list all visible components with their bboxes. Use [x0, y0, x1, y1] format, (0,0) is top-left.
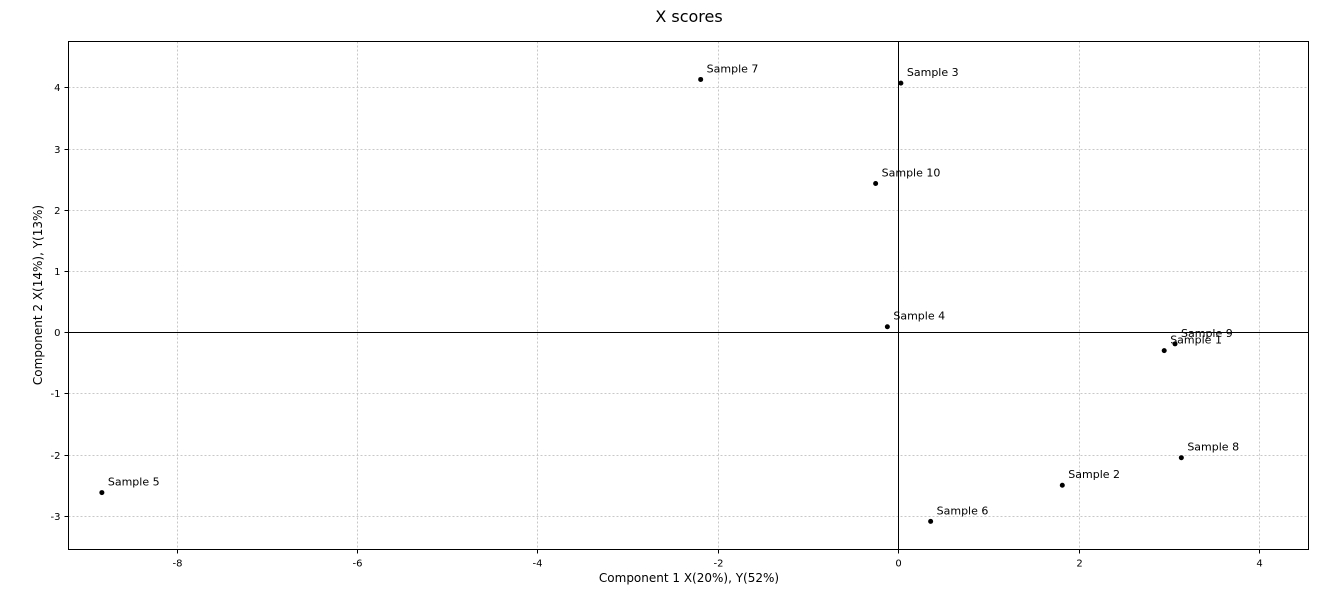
data-point-label: Sample 6: [937, 504, 989, 517]
data-point: [928, 518, 934, 524]
data-point-label: Sample 4: [893, 310, 945, 323]
data-point-group: Sample 8: [1178, 441, 1239, 461]
x-axis-label: Component 1 X(20%), Y(52%): [599, 571, 779, 585]
data-point-label: Sample 8: [1187, 441, 1239, 454]
zero-lines: [68, 41, 1309, 550]
x-tick-label: -6: [353, 559, 363, 570]
data-point: [1161, 348, 1167, 354]
data-point-group: Sample 10: [873, 166, 940, 186]
x-tick-label: -8: [173, 559, 183, 570]
y-tick-label: 0: [54, 328, 60, 339]
y-tick-label: 1: [54, 267, 60, 278]
data-point-label: Sample 7: [707, 62, 759, 75]
x-tick-label: 2: [1076, 559, 1082, 570]
data-point: [1059, 482, 1065, 488]
data-point-label: Sample 9: [1181, 327, 1233, 340]
x-tick-label: 0: [895, 559, 901, 570]
data-point-label: Sample 1: [1170, 334, 1222, 347]
x-tick-label: -4: [533, 559, 543, 570]
data-point-group: Sample 3: [898, 66, 959, 86]
y-axis-label: Component 2 X(14%), Y(13%): [31, 205, 45, 385]
data-point-label: Sample 10: [882, 166, 941, 179]
y-tick-label: -3: [51, 512, 61, 523]
data-point-group: Sample 4: [884, 310, 945, 330]
y-tick-label: -1: [51, 389, 61, 400]
axis-ticks: -8 -6 -4 -2 0 2 4 -3 -2 -1 0 1 2 3 4: [51, 83, 1263, 570]
data-point-group: Sample 1: [1161, 334, 1222, 354]
data-point: [1178, 455, 1184, 461]
data-point: [698, 76, 704, 82]
data-point: [873, 180, 879, 186]
data-point-group: Sample 6: [928, 504, 988, 524]
data-point-group: Sample 5: [99, 476, 160, 496]
y-tick-label: 4: [54, 83, 60, 94]
y-tick-label: 3: [54, 145, 60, 156]
data-point: [1172, 341, 1178, 347]
data-point: [884, 324, 890, 330]
grid: [68, 41, 1309, 550]
data-point-group: Sample 9: [1172, 327, 1233, 347]
data-point: [898, 80, 904, 86]
y-tick-label: 2: [54, 206, 60, 217]
y-tick-label: -2: [51, 451, 61, 462]
data-point-label: Sample 5: [108, 476, 160, 489]
data-point-group: Sample 2: [1059, 468, 1120, 488]
plot-area-frame: [68, 41, 1309, 550]
data-point-label: Sample 2: [1068, 468, 1120, 481]
x-tick-label: 4: [1256, 559, 1262, 570]
x-tick-label: -2: [714, 559, 724, 570]
chart-title: X scores: [655, 7, 722, 26]
data-point-group: Sample 7: [698, 62, 758, 82]
data-points: Sample 1 Sample 2 Sample 3 Sample 4 Sample 5…: [99, 62, 1239, 524]
data-point-label: Sample 3: [907, 66, 959, 79]
data-point: [99, 490, 105, 496]
